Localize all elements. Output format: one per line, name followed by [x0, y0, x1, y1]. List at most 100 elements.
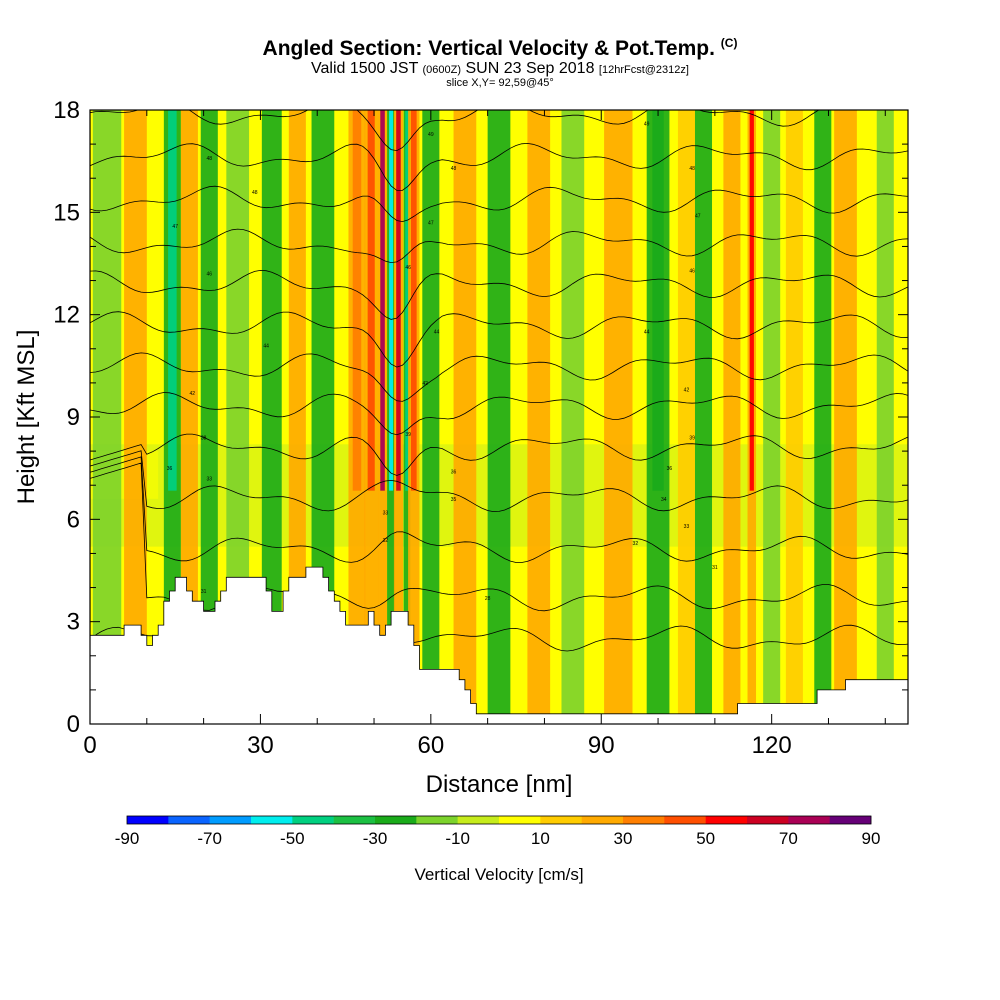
contour-label: 48 [207, 156, 213, 162]
colorbar-tick-label: 10 [531, 829, 550, 848]
x-axis: 0 30 60 90 120 [83, 110, 886, 759]
y-tick-label: 3 [67, 609, 80, 636]
colorbar-tick-label: 30 [614, 829, 633, 848]
theta-contour [90, 110, 881, 152]
contour-label: 32 [633, 541, 639, 547]
theta-contour [90, 311, 908, 368]
contour-label: 32 [383, 538, 389, 544]
colorbar-frame [126, 815, 872, 825]
contour-label: 49 [644, 122, 650, 128]
colorbar-tick-label: 50 [696, 829, 715, 848]
colorbar-swatch [540, 816, 582, 824]
contour-label: 36 [667, 466, 673, 472]
contour-label: 36 [167, 466, 173, 472]
contour-label: 39 [689, 435, 695, 441]
updraft-core [749, 110, 754, 491]
contour-label: 49 [428, 132, 434, 138]
colorbar-swatch [251, 816, 293, 824]
theta-contour [90, 269, 908, 320]
colorbar-swatch [788, 816, 830, 824]
contour-label: 42 [684, 388, 690, 394]
contour-label: 38 [201, 435, 207, 441]
contour-label: 33 [684, 524, 690, 530]
updraft-column [261, 110, 282, 724]
colorbar-tick-label: 90 [862, 829, 881, 848]
colorbar-swatch [127, 816, 169, 824]
colorbar-tick-label: 70 [779, 829, 798, 848]
x-tick-label: 120 [752, 732, 792, 759]
theta-contour [90, 228, 908, 264]
colorbar-swatch [499, 816, 541, 824]
colorbar-swatch [333, 816, 376, 824]
colorbar-swatch [623, 816, 665, 824]
updraft-core [405, 110, 409, 491]
theta-contour [90, 185, 908, 223]
colorbar-swatch [581, 816, 624, 824]
x-tick-label: 0 [83, 732, 96, 759]
theta-contour [90, 462, 908, 612]
contour-label: 44 [263, 343, 269, 349]
updraft-column [226, 110, 250, 724]
x-tick-label: 90 [588, 732, 615, 759]
colorbar-swatch [664, 816, 706, 824]
colorbar [126, 815, 872, 825]
updraft-column [763, 110, 781, 724]
contour-label: 44 [644, 330, 650, 336]
x-axis-label: Distance [nm] [426, 771, 573, 798]
terrain-mask [89, 566, 909, 725]
updraft-column [677, 110, 695, 724]
contour-label: 46 [689, 268, 695, 274]
theta-contour [95, 624, 908, 652]
colorbar-swatch [292, 816, 334, 824]
colorbar-swatch [209, 816, 252, 824]
y-tick-label: 6 [67, 506, 80, 533]
contour-label: 44 [434, 330, 440, 336]
contour-label: 47 [172, 224, 178, 230]
updraft-column [604, 110, 633, 724]
updraft-column [453, 110, 477, 724]
theta-contour [90, 352, 908, 402]
colorbar-label: Vertical Velocity [cm/s] [414, 865, 583, 884]
updraft-column [834, 110, 857, 724]
updraft-column [180, 110, 198, 724]
contour-label: 48 [451, 166, 457, 172]
forecast-tag: [12hrFcst@2312z] [598, 64, 689, 76]
updraft-core [168, 110, 177, 491]
colorbar-tick-label: -70 [197, 829, 222, 848]
colorbar-swatch [747, 816, 789, 824]
updraft-core [396, 110, 401, 491]
updraft-column [723, 110, 741, 724]
potential-temperature-contours [90, 110, 908, 652]
contour-labels: 48 48 47 46 44 42 38 36 33 31 49 48 47 46 44 42 39 36 35 33… [167, 122, 718, 602]
colorbar-swatch [375, 816, 417, 824]
theta-contour [90, 433, 908, 476]
y-tick-label: 18 [53, 97, 80, 124]
contour-label: 48 [689, 166, 695, 172]
title-unit: (C) [720, 36, 738, 50]
contour-label: 28 [485, 596, 491, 602]
updraft-core [352, 110, 362, 491]
updraft-column [527, 110, 551, 724]
colorbar-tick-label: -10 [445, 829, 470, 848]
updraft-column [487, 110, 511, 724]
theta-contour [90, 392, 908, 436]
updraft-column [876, 110, 894, 724]
contour-label: 31 [201, 589, 207, 595]
updraft-column [561, 110, 585, 724]
updraft-column [124, 110, 147, 724]
colorbar-tick-label: -90 [115, 829, 140, 848]
updraft-column [814, 110, 832, 724]
contour-label: 33 [207, 476, 213, 482]
valid-utc: (0600Z) [422, 64, 462, 76]
contour-label: 34 [661, 497, 667, 503]
chart-subtitle-valid: Valid 1500 JST (0600Z) SUN 23 Sep 2018 [… [311, 60, 689, 77]
y-tick-label: 9 [67, 404, 80, 431]
updraft-column [694, 110, 713, 724]
contour-label: 42 [189, 391, 195, 397]
y-tick-label: 15 [53, 199, 80, 226]
colorbar-tick-label: -30 [363, 829, 388, 848]
theta-contour [90, 142, 908, 191]
contour-label: 47 [428, 221, 434, 227]
theta-contour [90, 450, 908, 513]
